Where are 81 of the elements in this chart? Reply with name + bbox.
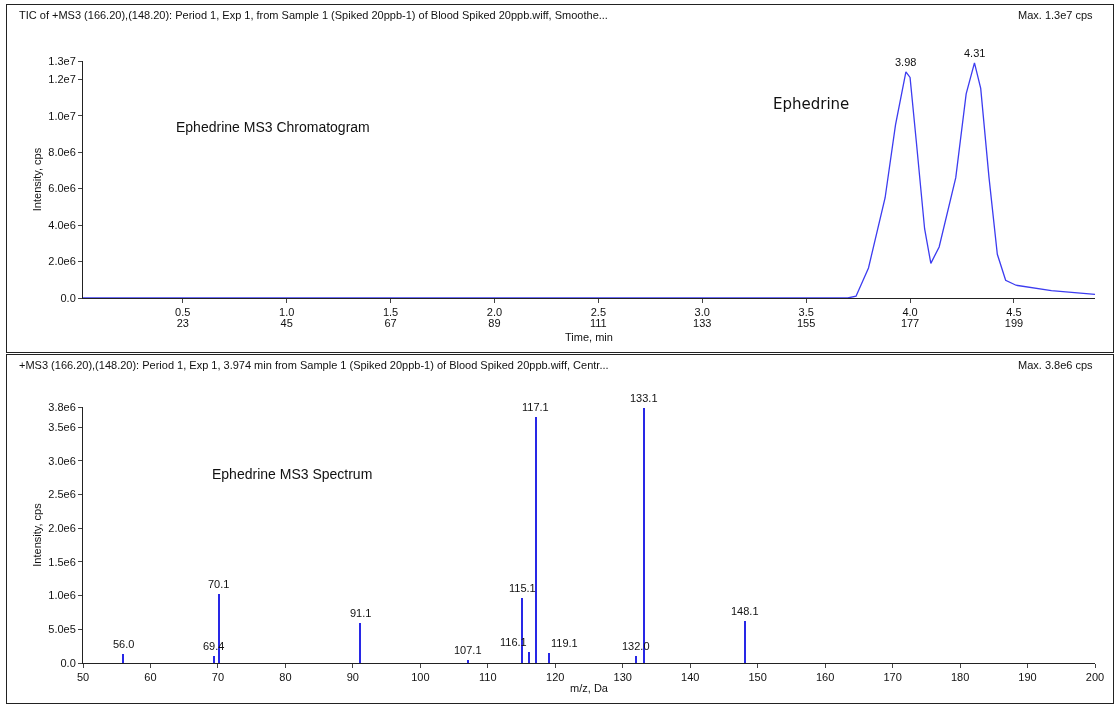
annotation: 117.1 [522,401,549,413]
x-tick-label: 200 [1085,671,1105,684]
annotation: Ephedrine MS3 Chromatogram [176,119,370,135]
x-axis-title: Time, min [565,331,613,344]
bar [534,417,537,663]
x-tick-label: 120 [546,671,565,684]
x2-tick-label: 23 [176,317,189,329]
annotation: 148.1 [731,605,759,617]
annotation: 115.1 [509,582,536,594]
x2-tick-label: 67 [384,317,397,329]
x-tick-label: 130 [613,671,632,684]
annotation: Ephedrine [773,95,850,113]
annotation: 91.1 [350,607,372,619]
y-tick-label: 2.5e6 [48,488,76,501]
chart-title: +MS3 (166.20),(148.20): Period 1, Exp 1, 3.974 min from Sample 1 (Spiked 20ppb-1) of Blood Spiked 20ppb.wiff, Centr... [19,359,609,371]
y-tick-label: 5.0e5 [48,623,76,636]
bar [122,654,125,663]
x2-tick-label: 111 [589,317,607,329]
x-tick-label: 100 [411,671,430,684]
y-tick-label: 1.0e7 [48,109,76,122]
y-tick-label: 3.5e6 [48,421,76,434]
bar [548,652,551,663]
bar [743,621,746,663]
x-tick-label: 1.5 [382,306,399,319]
x2-tick-label: 45 [280,317,293,329]
x-axis-title: m/z, Da [570,682,609,695]
y-tick-label: 1.0e6 [48,589,76,602]
x-tick-label: 3.0 [694,306,710,319]
annotation: 70.1 [208,578,230,590]
bar [359,622,362,663]
y-axis-title: Intensity, cps [30,147,43,212]
x-tick-label: 1.0 [279,306,295,319]
x-tick-label: 2.5 [590,306,606,319]
x-tick-label: 190 [1018,671,1037,684]
x2-tick-label: 133 [693,317,712,329]
y-tick-label: 3.8e6 [48,400,76,413]
x-tick-label: 4.5 [1006,306,1022,319]
y-tick-label: 1.2e7 [48,73,76,86]
y-tick-label: 6.0e6 [48,182,76,195]
x-tick-label: 70 [211,671,225,684]
bar [635,656,638,663]
y-axis-title: Intensity, cps [30,502,43,567]
text: Max. 1.3e7 cps [1018,9,1094,21]
x-tick-label: 50 [76,671,90,684]
y-tick-label: 0.0 [60,656,76,669]
x-tick-label: 3.5 [798,306,814,319]
y-tick-label: 1.3e7 [48,54,76,67]
x-tick-label: 160 [815,671,835,684]
annotation: 119.1 [551,637,578,649]
y-tick-label: 2.0e6 [48,255,76,268]
annotation: 107.1 [454,644,482,656]
x-tick-label: 90 [346,671,359,684]
x-tick-label: 110 [479,671,497,684]
y-tick-label: 0.0 [60,291,76,304]
annotation: 3.98 [895,56,917,68]
text: Max. 3.8e6 cps [1018,359,1094,371]
x-tick-label: 140 [681,671,700,684]
x-tick-label: 0.5 [175,306,191,319]
x-tick-label: 180 [950,671,970,684]
annotation: Ephedrine MS3 Spectrum [212,466,373,482]
bar [527,651,530,663]
x-tick-label: 150 [748,671,767,684]
x-tick-label: 4.0 [902,306,918,319]
x-tick-label: 80 [279,671,292,684]
x-tick-label: 2.0 [486,306,503,319]
y-tick-label: 1.5e6 [48,555,76,568]
y-tick-label: 4.0e6 [48,218,76,231]
x2-tick-label: 155 [796,317,816,329]
annotation: 4.31 [964,47,986,59]
x-tick-label: 60 [144,671,157,684]
annotation: 56.0 [113,638,135,650]
chart-title: TIC of +MS3 (166.20),(148.20): Period 1, Exp 1, from Sample 1 (Spiked 20ppb-1) of Blood Spiked 20ppb.wiff, Smoothe... [19,9,608,21]
y-tick-label: 2.0e6 [48,522,76,535]
x-tick-label: 170 [883,671,902,684]
x2-tick-label: 89 [488,317,501,329]
x2-tick-label: 177 [900,317,920,329]
annotation: 133.1 [630,392,658,404]
x2-tick-label: 199 [1004,317,1024,329]
y-tick-label: 3.0e6 [48,454,76,467]
y-tick-label: 8.0e6 [48,146,76,158]
bar [212,656,215,663]
